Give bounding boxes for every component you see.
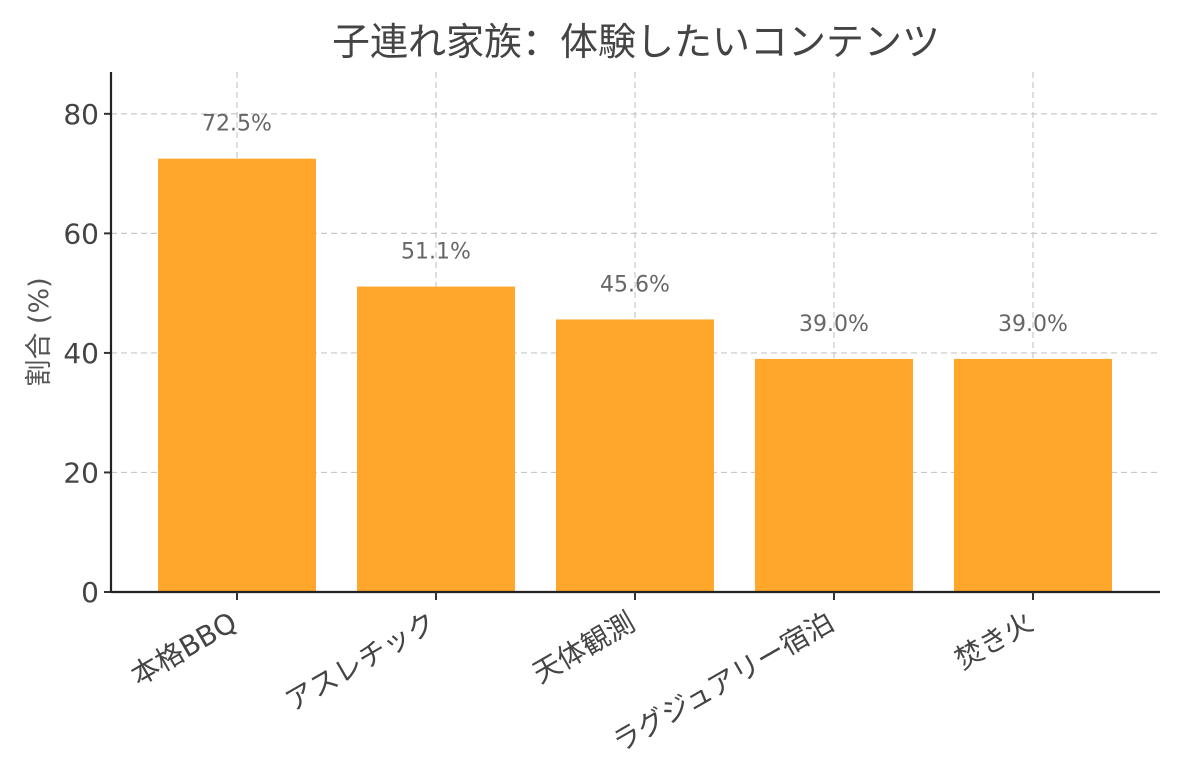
y-tick-label: 80 <box>63 98 99 131</box>
y-tick-label: 0 <box>81 576 99 609</box>
x-tick-label: アスレチック <box>279 605 441 718</box>
bar-data-label: 39.0% <box>799 312 869 337</box>
bar-data-label: 39.0% <box>998 312 1068 337</box>
bars <box>158 158 1112 592</box>
bar <box>357 286 515 592</box>
bar-data-label: 72.5% <box>202 112 272 137</box>
x-tick-label: 焚き火 <box>949 605 1038 676</box>
y-tick-label: 40 <box>63 337 99 370</box>
y-tick-label: 20 <box>63 456 99 489</box>
x-tick-label: 本格BBQ <box>125 605 242 692</box>
y-tick-label: 60 <box>63 217 99 250</box>
data-labels: 72.5% 51.1% 45.6% 39.0% 39.0% <box>202 112 1068 337</box>
bar <box>556 319 714 592</box>
chart-title: 子連れ家族：体験したいコンテンツ <box>332 20 940 64</box>
y-axis-label: 割合 (%) <box>24 277 55 386</box>
bar <box>158 158 316 592</box>
axes <box>104 72 1160 600</box>
bar-data-label: 51.1% <box>401 240 471 265</box>
bar <box>755 358 913 592</box>
x-tick-label: ラグジュアリー宿泊 <box>607 605 840 758</box>
bar-data-label: 45.6% <box>600 272 670 297</box>
x-tick-label: 天体観測 <box>527 605 641 690</box>
bar <box>954 358 1112 592</box>
